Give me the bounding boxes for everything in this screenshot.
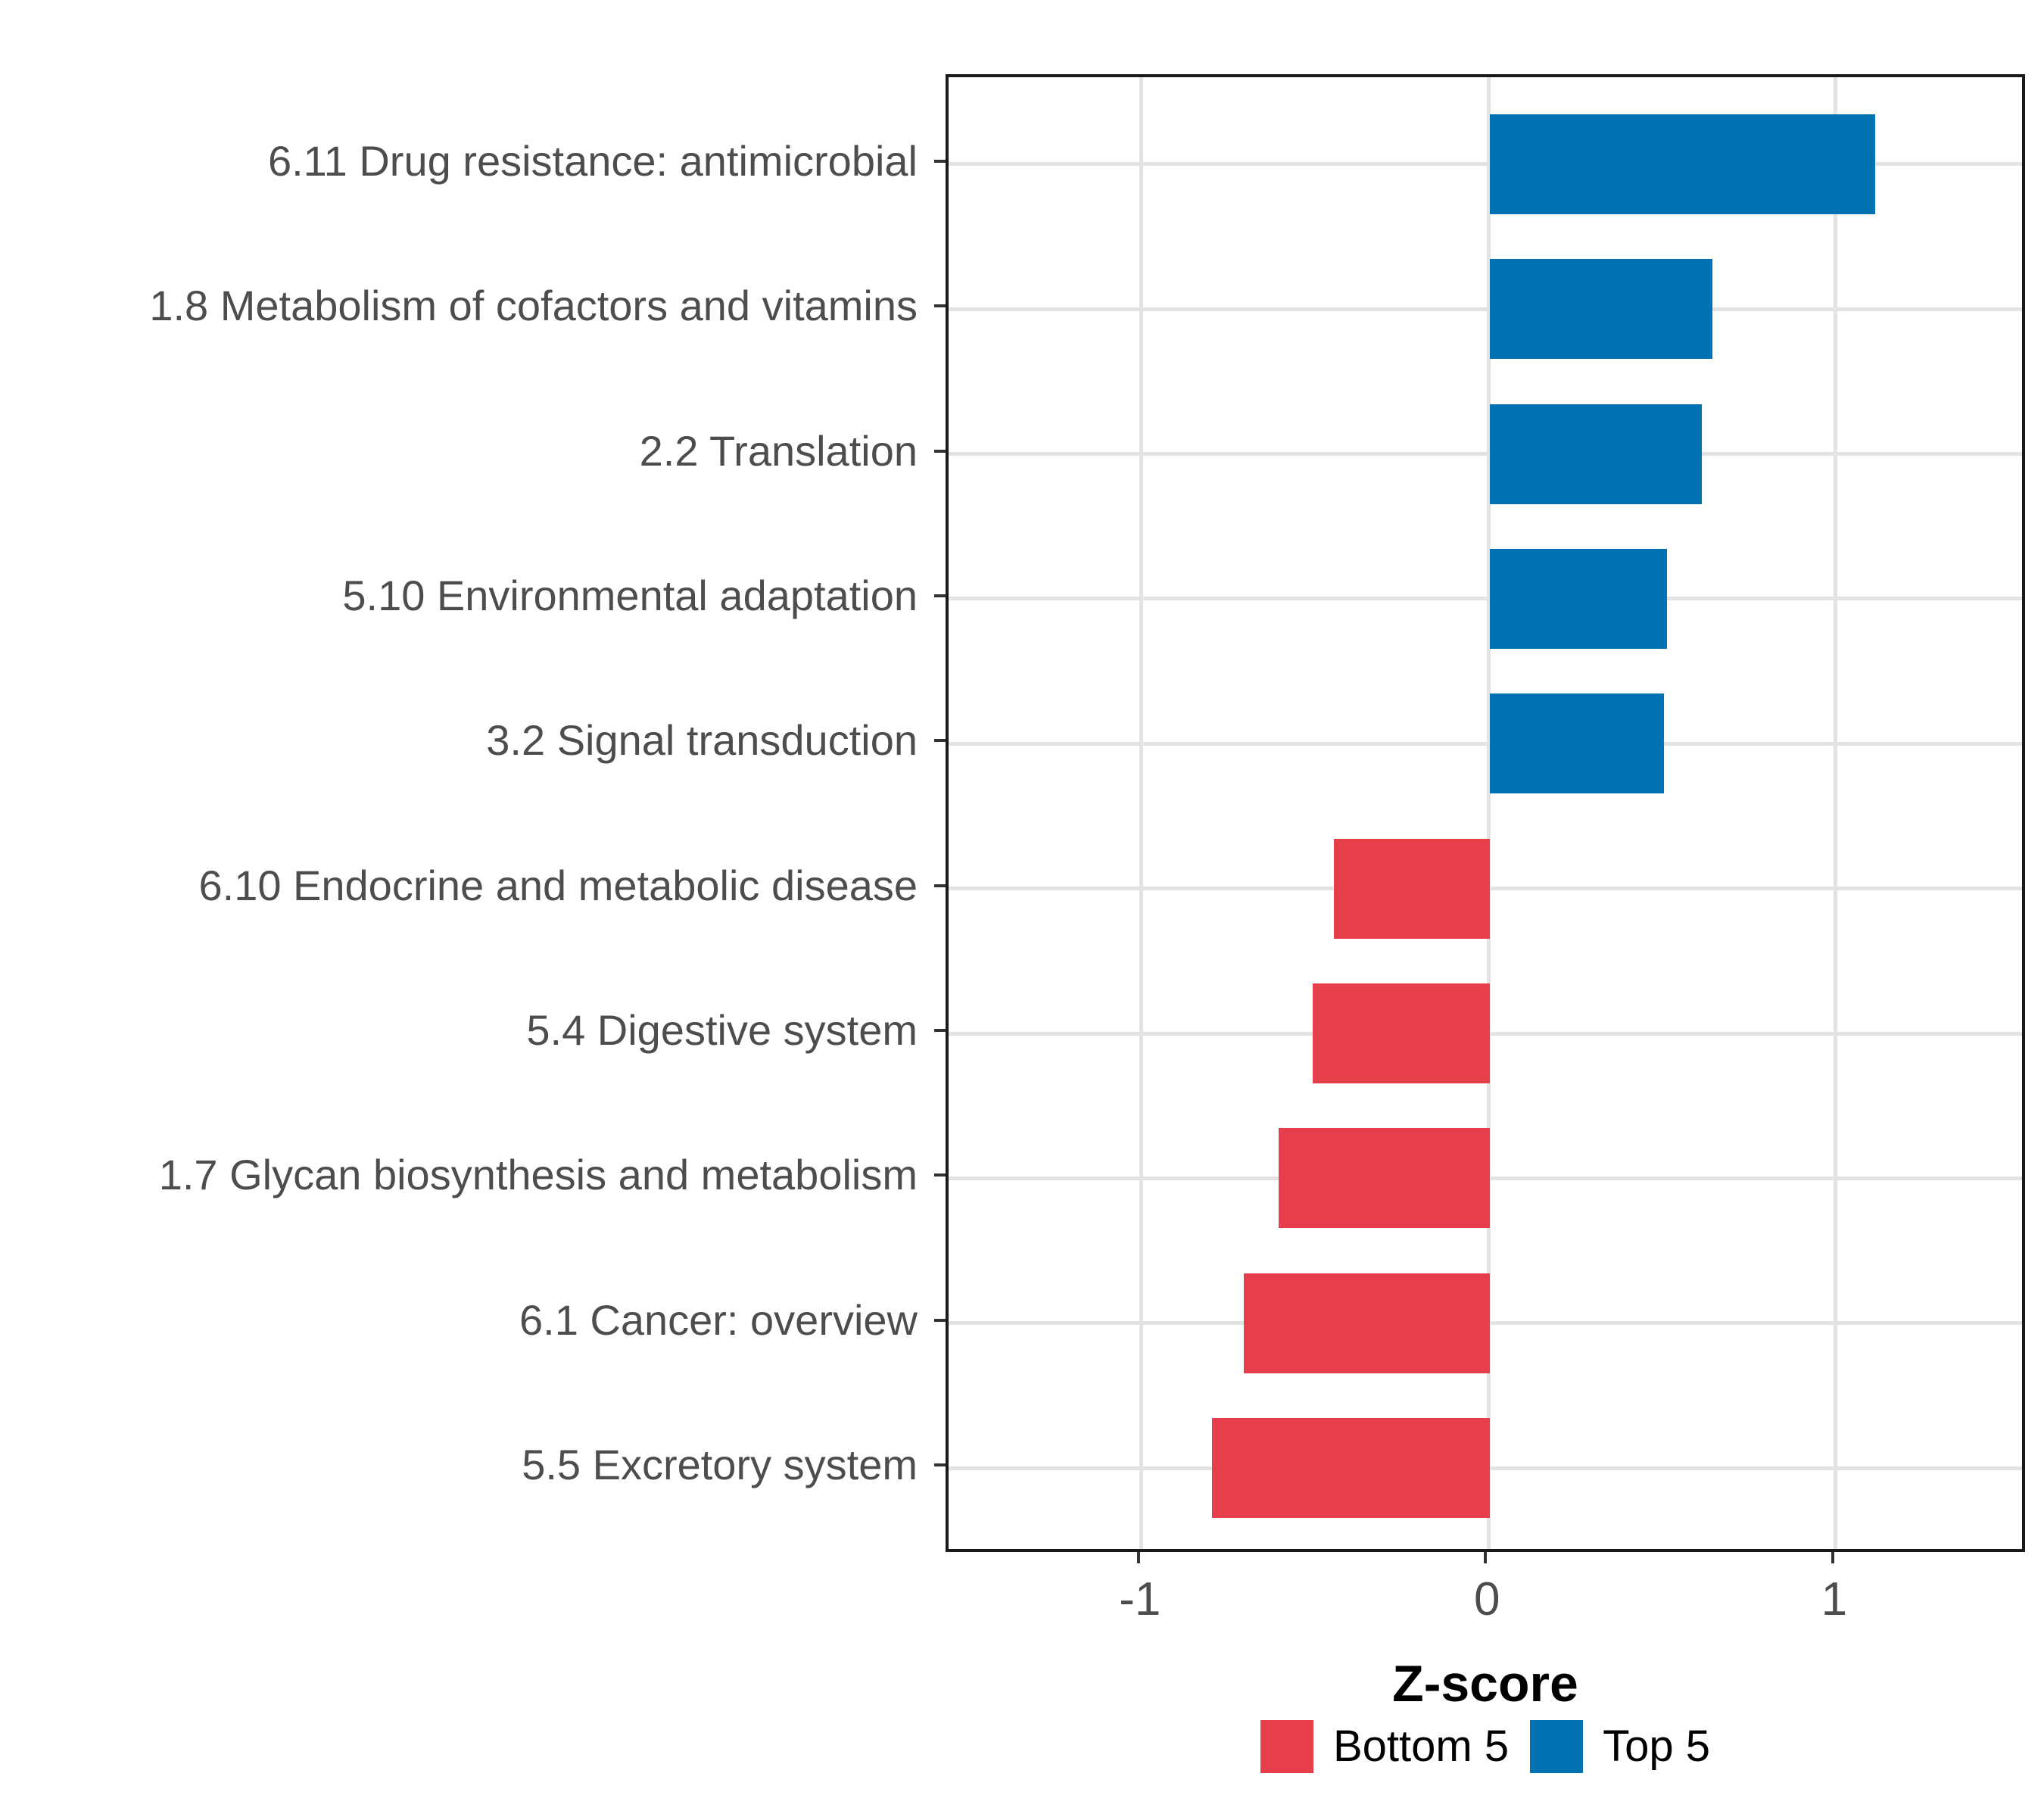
y-axis-label: 6.1 Cancer: overview [519,1295,918,1344]
bar [1490,548,1668,649]
y-axis-label: 1.7 Glycan biosynthesis and metabolism [158,1151,918,1199]
y-axis-label: 5.5 Excretory system [522,1441,918,1489]
legend-key-bottom5 [1260,1720,1313,1773]
bar [1490,114,1876,214]
legend-label: Bottom 5 [1332,1722,1510,1771]
y-tick-mark [934,884,946,887]
plot-panel [946,74,2025,1552]
y-axis-label: 5.10 Environmental adaptation [342,571,918,619]
legend-key-top5 [1530,1720,1584,1773]
gridline-x--1 [1139,77,1144,1549]
x-tick-label: 0 [1474,1573,1500,1625]
y-tick-mark [934,1463,946,1467]
y-axis-label: 3.2 Signal transduction [486,716,918,765]
x-tick-label: 1 [1821,1573,1848,1625]
x-tick-label: -1 [1119,1573,1161,1625]
gridline-row [949,597,2022,601]
y-tick-mark [934,1029,946,1033]
legend-label: Top 5 [1603,1722,1710,1771]
y-tick-mark [934,304,946,308]
gridline-row [949,452,2022,457]
y-axis-label: 5.4 Digestive system [526,1006,918,1055]
y-tick-mark [934,1173,946,1177]
bar [1313,983,1491,1084]
gridline-row [949,162,2022,167]
x-tick-mark [1136,1552,1140,1563]
bar [1212,1418,1491,1519]
y-axis-label: 2.2 Translation [639,426,918,475]
y-axis-label: 6.10 Endocrine and metabolic disease [198,861,918,909]
bar [1278,1128,1491,1229]
gridline-row [949,741,2022,746]
gridline-x-0 [1486,77,1491,1549]
gridline-x-1 [1834,77,1838,1549]
bar [1333,838,1491,939]
axis-title-x: Z-score [1392,1655,1578,1713]
x-tick-mark [1484,1552,1488,1563]
legend-item: Top 5 [1530,1720,1710,1773]
bar [1490,693,1664,794]
y-axis-label: 6.11 Drug resistance: antimicrobial [267,136,918,185]
bar [1490,404,1702,504]
y-tick-mark [934,1318,946,1322]
y-tick-mark [934,594,946,597]
legend-item: Bottom 5 [1260,1720,1509,1773]
y-axis-label: 1.8 Metabolism of cofactors and vitamins [149,282,918,330]
bar [1243,1273,1491,1373]
bar [1490,259,1712,360]
y-tick-mark [934,739,946,743]
x-tick-mark [1831,1552,1834,1563]
legend: Bottom 5 Top 5 [946,1720,2025,1773]
y-tick-mark [934,159,946,163]
gridline-row [949,307,2022,311]
y-tick-mark [934,449,946,453]
